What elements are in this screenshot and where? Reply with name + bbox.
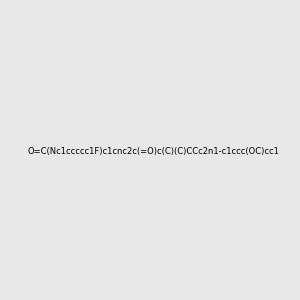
Text: O=C(Nc1ccccc1F)c1cnc2c(=O)c(C)(C)CCc2n1-c1ccc(OC)cc1: O=C(Nc1ccccc1F)c1cnc2c(=O)c(C)(C)CCc2n1-… xyxy=(28,147,280,156)
